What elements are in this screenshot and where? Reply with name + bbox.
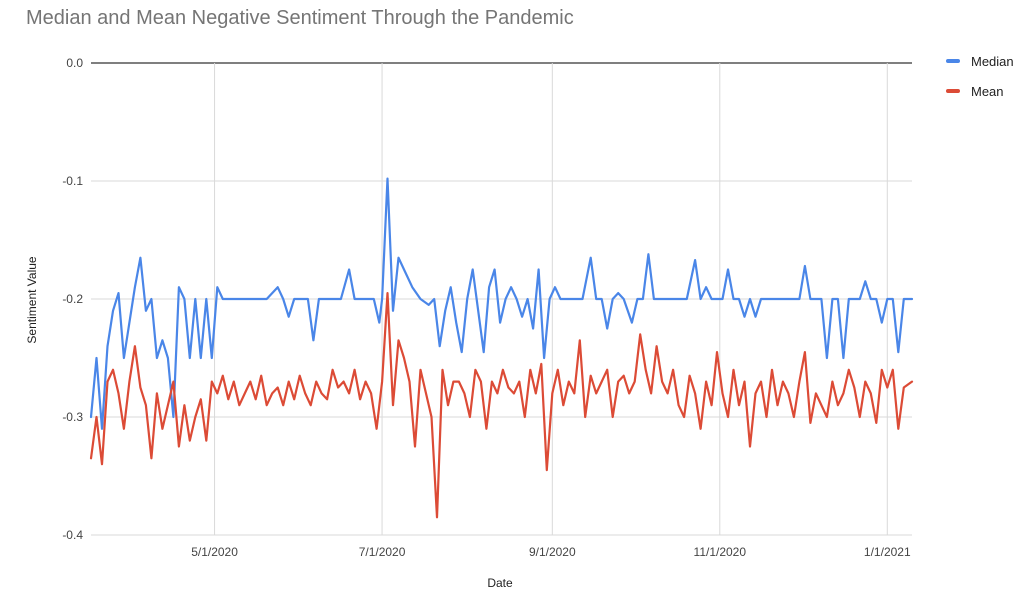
y-tick-label: -0.3 xyxy=(62,410,83,424)
legend-item-mean[interactable]: Mean xyxy=(946,83,1014,99)
legend-swatch-median xyxy=(946,59,960,63)
legend-item-median[interactable]: Median xyxy=(946,53,1014,69)
y-tick-label: -0.1 xyxy=(62,174,83,188)
x-tick-label: 7/1/2020 xyxy=(359,545,406,559)
x-tick-label: 1/1/2021 xyxy=(864,545,911,559)
legend-label-mean: Mean xyxy=(971,83,1004,99)
x-tick-label: 11/1/2020 xyxy=(694,545,747,559)
series-layer xyxy=(89,177,914,519)
x-tick-label: 5/1/2020 xyxy=(191,545,238,559)
x-tick-label: 9/1/2020 xyxy=(529,545,576,559)
y-tick-label: 0.0 xyxy=(66,56,83,70)
y-tick-label: -0.4 xyxy=(62,528,83,542)
series-line-median[interactable] xyxy=(89,177,914,430)
axis-layer: 0.0 -0.1 -0.2 -0.3 -0.4 5/1/2020 7/1/2020 9/1/2… xyxy=(62,56,911,559)
y-axis-label: Sentiment Value xyxy=(25,256,39,343)
series-line-mean[interactable] xyxy=(89,292,914,519)
legend-swatch-mean xyxy=(946,89,960,93)
y-tick-label: -0.2 xyxy=(62,292,83,306)
chart-title: Median and Mean Negative Sentiment Throu… xyxy=(26,7,574,29)
legend: Median Mean xyxy=(946,54,1014,114)
legend-label-median: Median xyxy=(971,53,1014,69)
x-axis-label: Date xyxy=(487,576,513,590)
